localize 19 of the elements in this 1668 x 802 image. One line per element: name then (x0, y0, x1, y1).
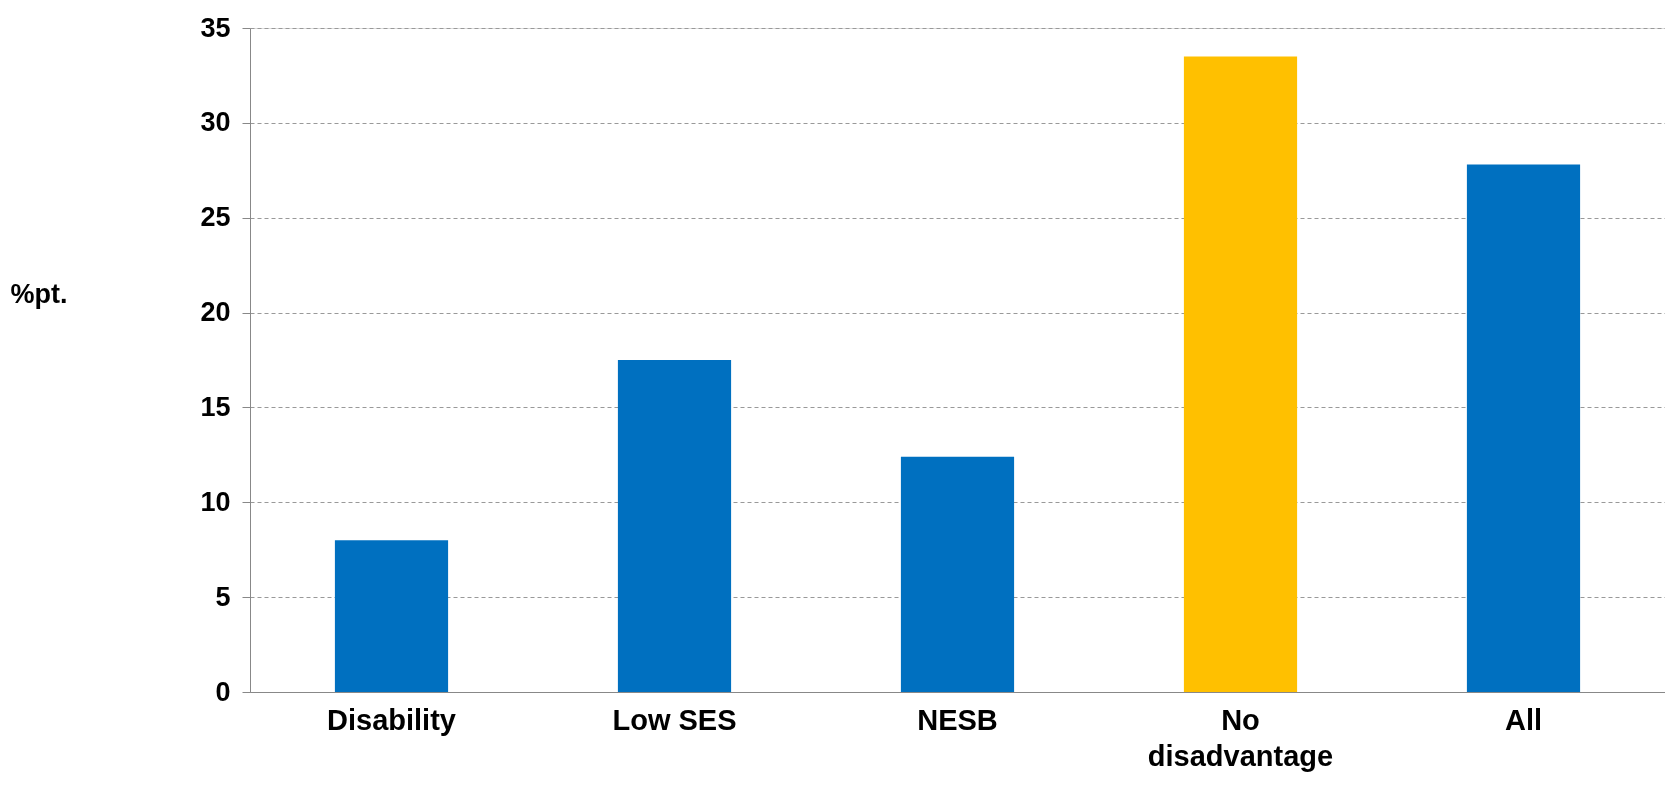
bar (334, 540, 449, 692)
y-tick-label: 0 (215, 676, 231, 707)
y-tick-label: 30 (200, 107, 231, 138)
bar (900, 456, 1015, 692)
x-tick-label: Disability (327, 703, 456, 736)
y-tick-label: 5 (215, 581, 231, 612)
bar (1466, 164, 1581, 692)
y-tick-label: 25 (200, 202, 231, 233)
y-tick-label: 10 (200, 486, 231, 517)
bar (1183, 56, 1298, 692)
x-tick-label: All (1504, 703, 1543, 736)
x-tick-label: Low SES (612, 703, 737, 736)
x-tick-label: No disadvantage (1147, 703, 1334, 772)
bar (617, 360, 732, 692)
y-tick-label: 20 (200, 297, 231, 328)
y-tick-label: 35 (200, 12, 231, 43)
x-tick-label: NESB (917, 703, 998, 736)
y-axis-title: %pt. (10, 278, 68, 309)
y-tick-label: 15 (200, 391, 231, 422)
